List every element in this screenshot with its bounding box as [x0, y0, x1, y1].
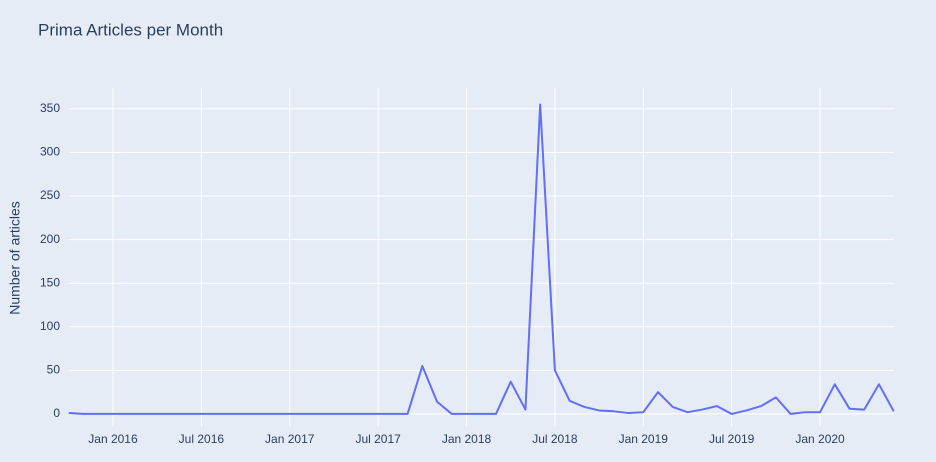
y-tick-label: 350 — [40, 101, 60, 115]
y-axis-label: Number of articles — [7, 201, 23, 315]
x-tick-label: Jan 2019 — [619, 432, 669, 446]
y-tick-label: 50 — [47, 363, 61, 377]
y-tick-label: 250 — [40, 188, 60, 202]
x-tick-label: Jul 2016 — [179, 432, 225, 446]
x-tick-label: Jul 2019 — [709, 432, 755, 446]
line-series — [68, 103, 895, 415]
y-tick-label: 150 — [40, 275, 60, 289]
y-tick-label: 0 — [53, 406, 60, 420]
y-tick-label: 200 — [40, 232, 60, 246]
x-tick-label: Jan 2016 — [88, 432, 138, 446]
y-tick-label: 300 — [40, 145, 60, 159]
x-tick-label: Jul 2017 — [355, 432, 401, 446]
y-tick-label: 100 — [40, 319, 60, 333]
x-tick-label: Jan 2017 — [265, 432, 315, 446]
x-tick-label: Jan 2018 — [442, 432, 492, 446]
x-tick-label: Jul 2018 — [532, 432, 578, 446]
chart-title: Prima Articles per Month — [38, 20, 223, 39]
x-tick-label: Jan 2020 — [795, 432, 845, 446]
